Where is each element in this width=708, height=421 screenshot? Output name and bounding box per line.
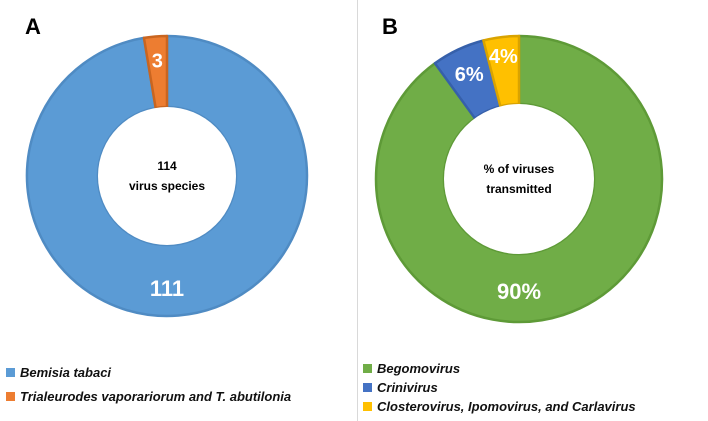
legend-item-a-0: Bemisia tabaci bbox=[6, 363, 291, 382]
legend-item-b-0: Begomovirus bbox=[363, 359, 636, 378]
legend-label-b-0: Begomovirus bbox=[377, 361, 461, 376]
data-label-b-0: 90% bbox=[497, 279, 541, 304]
center-text-b-0: % of viruses bbox=[484, 162, 555, 176]
data-label-a-0: 111 bbox=[150, 276, 184, 301]
legend-swatch-b-0 bbox=[363, 364, 372, 373]
legend-label-b-2: Closterovirus, Ipomovirus, and Carlaviru… bbox=[377, 399, 636, 414]
data-label-b-2: 4% bbox=[489, 46, 518, 68]
legend-swatch-b-2 bbox=[363, 402, 372, 411]
center-text-b-1: transmitted bbox=[486, 182, 551, 196]
donut-hole-b bbox=[444, 104, 594, 254]
center-text-a-0: 114 bbox=[157, 159, 177, 173]
legend-item-a-1: Trialeurodes vaporariorum and T. abutilo… bbox=[6, 387, 291, 406]
legend-a: Bemisia tabaci Trialeurodes vaporariorum… bbox=[6, 363, 291, 406]
legend-item-b-2: Closterovirus, Ipomovirus, and Carlaviru… bbox=[363, 397, 636, 416]
legend-item-b-1: Crinivirus bbox=[363, 378, 636, 397]
data-label-b-1: 6% bbox=[455, 64, 484, 86]
legend-swatch-a-0 bbox=[6, 368, 15, 377]
legend-label-b-1: Crinivirus bbox=[377, 380, 438, 395]
donut-hole-a bbox=[98, 107, 236, 245]
panel-divider bbox=[357, 0, 358, 421]
legend-swatch-b-1 bbox=[363, 383, 372, 392]
panel-label-b: B bbox=[382, 14, 398, 39]
legend-swatch-a-1 bbox=[6, 392, 15, 401]
legend-label-a-1: Trialeurodes vaporariorum and T. abutilo… bbox=[20, 389, 292, 404]
data-label-a-1: 3 bbox=[152, 50, 163, 72]
legend-b: Begomovirus Crinivirus Closterovirus, Ip… bbox=[363, 359, 636, 416]
center-text-a-1: virus species bbox=[129, 179, 205, 193]
panel-label-a: A bbox=[25, 14, 41, 39]
legend-label-a-0: Bemisia tabaci bbox=[20, 365, 112, 380]
